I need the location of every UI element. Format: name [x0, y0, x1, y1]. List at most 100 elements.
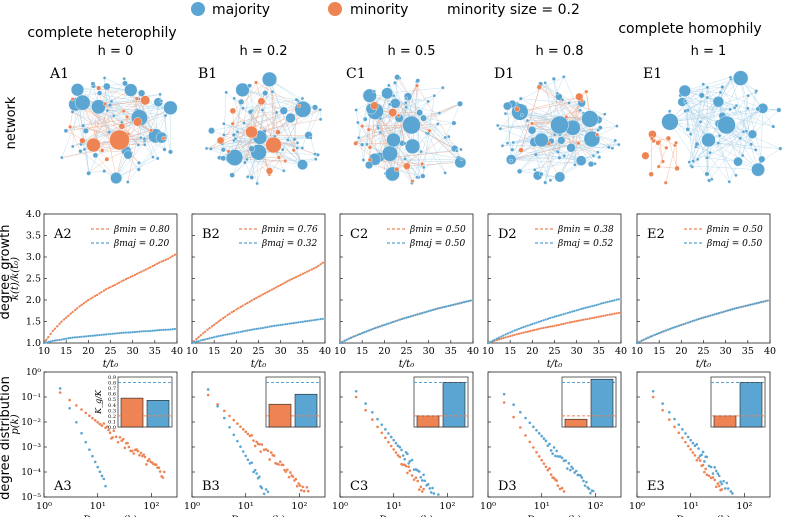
- dist-point-maj: [241, 450, 245, 453]
- network-edge: [690, 108, 758, 167]
- growth-point-min: [62, 318, 66, 321]
- growth-point-maj: [89, 334, 92, 338]
- majority-node: [155, 156, 160, 161]
- growth-point-maj: [133, 330, 136, 334]
- dist-point-min: [88, 414, 91, 418]
- growth-point-min: [266, 290, 269, 294]
- growth-point-min: [217, 320, 220, 323]
- growth-point-min: [604, 314, 607, 317]
- growth-point-maj: [321, 317, 324, 320]
- growth-point-min: [257, 295, 260, 298]
- majority-node: [550, 115, 569, 135]
- network-edge: [684, 90, 735, 108]
- majority-node: [82, 127, 89, 134]
- growth-point-maj: [281, 323, 284, 326]
- growth-point-min: [303, 271, 307, 274]
- dist-xtick-label: 10²: [587, 501, 603, 512]
- growth-point-min: [595, 316, 598, 319]
- majority-node: [136, 143, 141, 147]
- growth-point-maj: [744, 304, 747, 308]
- growth-xtick-label: 30: [571, 346, 583, 357]
- network-nodes-E1: [641, 70, 783, 185]
- dist-point-maj: [532, 425, 535, 429]
- minority-node: [297, 103, 302, 108]
- growth-point-maj: [228, 332, 231, 336]
- growth-point-maj: [315, 318, 318, 321]
- h-label-E1: h = 1: [691, 44, 727, 59]
- network-edge: [722, 86, 763, 160]
- dist-point-maj: [394, 441, 398, 445]
- growth-point-maj: [524, 325, 527, 328]
- growth-point-maj: [700, 317, 703, 320]
- dist-point-min: [713, 478, 716, 482]
- dist-point-maj: [717, 474, 721, 478]
- growth-point-maj: [418, 312, 421, 315]
- minority-node: [664, 145, 669, 150]
- dist-point-maj: [722, 479, 725, 483]
- dist-point-min: [206, 393, 210, 397]
- dist-point-min: [691, 451, 695, 454]
- growth-point-maj: [113, 332, 117, 335]
- inset-bar-maj: [590, 378, 614, 428]
- growth-point-maj: [292, 321, 296, 325]
- inset-ytick-label: 0.7: [108, 386, 116, 392]
- growth-point-maj: [429, 309, 432, 312]
- dist-point-min: [255, 440, 258, 444]
- majority-node: [96, 90, 103, 96]
- majority-node: [705, 85, 710, 90]
- growth-point-maj: [361, 332, 364, 335]
- minority-node: [86, 137, 101, 153]
- growth-point-maj: [704, 315, 707, 319]
- minority-node: [396, 113, 401, 118]
- dist-point-min: [562, 490, 566, 493]
- dist-point-maj: [566, 467, 569, 470]
- dist-point-min: [715, 485, 718, 489]
- growth-point-min: [47, 335, 50, 339]
- growth-point-min: [109, 286, 112, 289]
- dist-point-min: [404, 464, 408, 468]
- majority-node: [712, 96, 725, 108]
- majority-node: [687, 160, 692, 164]
- growth-point-maj: [208, 337, 211, 340]
- growth-point-min: [49, 332, 52, 336]
- inset-bar-min: [713, 415, 737, 428]
- dist-point-min: [139, 451, 143, 455]
- growth-point-maj: [522, 325, 525, 329]
- majority-node: [573, 163, 577, 167]
- growth-point-min: [531, 329, 534, 332]
- majority-node: [318, 107, 322, 112]
- panel-label-C1: C1: [346, 66, 366, 82]
- dist-point-maj: [429, 491, 433, 494]
- growth-point-min: [129, 275, 132, 279]
- growth-point-min: [272, 287, 276, 290]
- growth-point-min: [515, 333, 518, 336]
- growth-point-min: [91, 296, 94, 299]
- dist-point-min: [392, 448, 395, 451]
- majority-node: [667, 109, 672, 114]
- growth-point-min: [85, 300, 88, 303]
- minority-node: [140, 95, 151, 106]
- growth-frame-C2: [339, 213, 474, 344]
- minority-node: [656, 164, 661, 169]
- growth-point-maj: [233, 332, 236, 335]
- dist-point-maj: [354, 389, 358, 393]
- network-edge: [669, 92, 756, 123]
- growth-point-min: [562, 322, 565, 325]
- growth-point-min: [136, 272, 139, 275]
- growth-point-maj: [341, 340, 344, 344]
- majority-node: [518, 96, 523, 101]
- dist-point-min: [142, 453, 146, 456]
- beta-maj-legend: βmaj = 0.52: [557, 239, 613, 249]
- dist-point-min: [289, 471, 292, 474]
- dist-point-maj: [100, 474, 104, 478]
- majority-legend-label: majority: [212, 2, 270, 18]
- network-edge: [684, 90, 713, 180]
- network-edge: [650, 138, 653, 175]
- growth-point-maj: [580, 307, 583, 311]
- growth-point-min: [500, 337, 503, 340]
- dist-point-maj: [725, 481, 729, 485]
- network-nodes-C1: [353, 74, 467, 185]
- network-edge: [82, 102, 89, 174]
- growth-point-maj: [400, 317, 404, 321]
- growth-point-min: [526, 330, 530, 333]
